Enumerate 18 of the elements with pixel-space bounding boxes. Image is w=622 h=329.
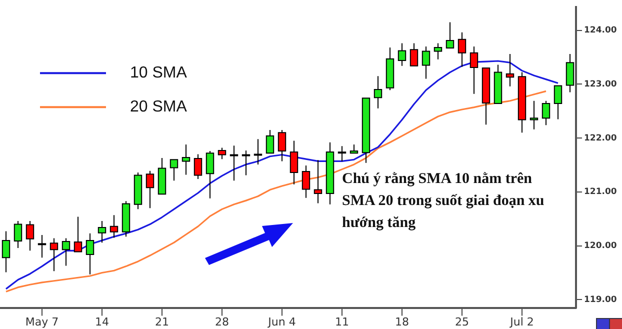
y-tick-label: 119.00 (584, 294, 617, 305)
y-tick-label: 123.00 (584, 79, 617, 90)
annotation: Chú ý rằng SMA 10 nằm trên SMA 20 trong suốt giai đoạn xu hướng tăng (342, 170, 546, 233)
y-tick-label: 121.00 (584, 187, 617, 198)
legend-label: 10 SMA (130, 64, 188, 82)
x-tick-label: May 7 (25, 315, 59, 328)
x-tick-label: Jun 4 (267, 315, 296, 328)
x-tick-label: 11 (335, 315, 349, 328)
y-tick-label: 120.00 (584, 241, 617, 252)
x-tick-label: 28 (215, 315, 229, 328)
x-tick-label: 25 (455, 315, 469, 328)
y-tick-label: 124.00 (584, 25, 617, 36)
x-tick-label: 21 (155, 315, 169, 328)
y-tick-label: 122.00 (584, 133, 617, 144)
x-tick-label: 14 (95, 315, 109, 328)
legend-label: 20 SMA (130, 98, 188, 116)
x-tick-label: Jul 2 (509, 315, 534, 328)
x-tick-label: 18 (395, 315, 409, 328)
